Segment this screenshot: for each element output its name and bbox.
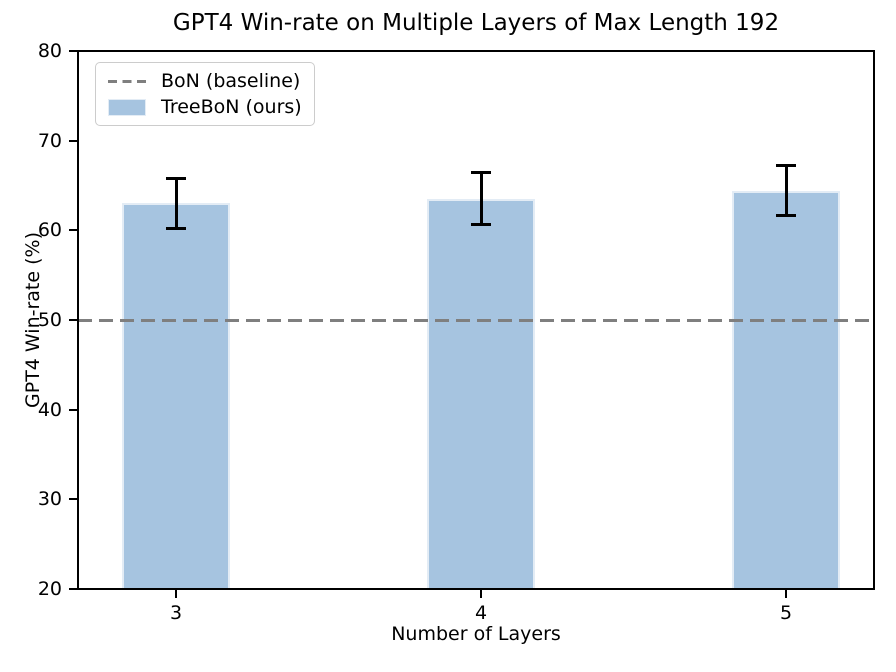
error-bar-cap: [166, 227, 186, 231]
error-bar-cap: [776, 164, 796, 168]
legend: BoN (baseline) TreeBoN (ours): [95, 62, 315, 126]
x-axis-label: Number of Layers: [391, 623, 561, 645]
dashed-line-swatch: [108, 79, 146, 83]
y-tick-label: 40: [37, 398, 62, 421]
y-tick-label: 50: [37, 309, 62, 331]
y-tick-mark: [69, 498, 78, 501]
legend-label-treebon: TreeBoN (ours): [161, 96, 302, 118]
y-tick-label: 70: [37, 129, 62, 152]
error-bar-cap: [776, 214, 796, 218]
x-tick-label: 5: [779, 602, 793, 624]
bar-color-swatch: [108, 98, 146, 116]
x-tick-label: 4: [474, 602, 488, 624]
chart-title: GPT4 Win-rate on Multiple Layers of Max …: [172, 10, 780, 36]
bar-3: [122, 203, 230, 589]
error-bar-cap: [166, 176, 186, 180]
error-bar-cap: [471, 223, 491, 227]
error-bar-cap: [471, 171, 491, 175]
y-tick-label: 20: [37, 578, 62, 600]
y-tick-mark: [69, 408, 78, 411]
legend-item-bon-baseline: BoN (baseline): [108, 69, 302, 93]
bar-4: [427, 198, 535, 589]
x-tick-mark: [785, 590, 787, 598]
x-tick-mark: [480, 590, 482, 598]
legend-key: [108, 79, 146, 83]
legend-key: [108, 98, 146, 116]
error-bar-line: [784, 165, 788, 216]
error-bar-line: [479, 172, 483, 225]
legend-item-treebon: TreeBoN (ours): [108, 95, 302, 119]
x-tick-label: 3: [169, 602, 183, 624]
y-tick-mark: [69, 139, 78, 142]
y-tick-label: 80: [37, 40, 62, 62]
y-tick-label: 30: [37, 488, 62, 511]
y-tick-mark: [69, 229, 78, 232]
y-tick-mark: [69, 588, 78, 590]
error-bar-line: [174, 178, 178, 229]
y-tick-label: 60: [37, 219, 62, 242]
y-tick-mark: [69, 319, 78, 321]
y-tick-mark: [69, 50, 78, 52]
bar-5: [732, 190, 840, 589]
plot-area: BoN (baseline) TreeBoN (ours) 20 30 40 50 60…: [38, 40, 874, 624]
x-tick-mark: [175, 590, 177, 598]
legend-label-bon-baseline: BoN (baseline): [161, 70, 301, 92]
baseline-dashed-line: [78, 318, 874, 322]
